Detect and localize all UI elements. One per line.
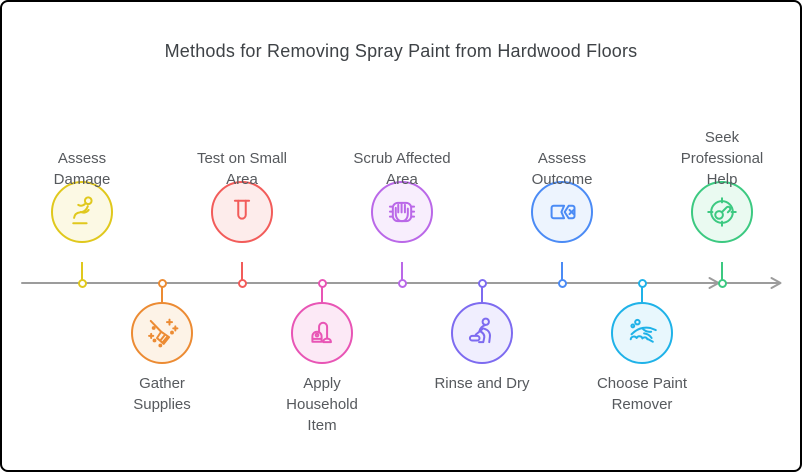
step-connector-stem xyxy=(641,283,643,303)
step-label-line: Help xyxy=(706,171,738,188)
broom-sweep-icon xyxy=(148,318,179,348)
step-label-gather-supplies: Gather Supplies xyxy=(82,373,242,415)
step-label-line: Item xyxy=(307,417,337,434)
target-gauge-icon xyxy=(707,197,737,227)
step-label-line: Area xyxy=(386,171,418,188)
step-connector-stem xyxy=(81,262,83,283)
step-circle-test-on-small-area xyxy=(211,181,273,243)
paint-splash-icon xyxy=(629,318,657,343)
test-tube-icon xyxy=(233,199,251,220)
step-label-line: Area xyxy=(226,171,258,188)
step-connector-stem xyxy=(401,262,403,283)
step-connector-stem xyxy=(481,283,483,303)
step-axis-dot xyxy=(477,278,487,288)
step-label-line: Scrub Affected xyxy=(353,150,451,167)
step-label-line: Supplies xyxy=(133,396,191,413)
step-label-line: Gather xyxy=(139,375,185,392)
step-axis-dot xyxy=(637,278,647,288)
step-circle-gather-supplies xyxy=(131,302,193,364)
step-circle-assess-damage xyxy=(51,181,113,243)
step-label-choose-paint-remover: Choose Paint Remover xyxy=(562,373,722,415)
step-label-line: Seek xyxy=(704,129,740,146)
slip-fall-icon xyxy=(72,196,93,225)
step-connector-stem xyxy=(721,262,723,283)
step-label-line: Household xyxy=(286,396,358,413)
step-circle-seek-professional-help xyxy=(691,181,753,243)
step-label-line: Assess xyxy=(57,150,107,167)
step-circle-rinse-and-dry xyxy=(451,302,513,364)
step-label-line: Remover xyxy=(611,396,673,413)
step-label-line: Damage xyxy=(53,171,111,188)
step-axis-dot xyxy=(77,278,87,288)
label-remove-icon xyxy=(550,204,576,220)
step-axis-dot xyxy=(557,278,567,288)
step-label-line: Rinse and Dry xyxy=(434,375,530,392)
step-label-seek-professional-help: Seek Professional Help xyxy=(642,127,800,190)
step-circle-assess-outcome xyxy=(531,181,593,243)
step-label-line: Assess xyxy=(537,150,587,167)
step-axis-dot xyxy=(317,278,327,288)
step-circle-apply-household-item xyxy=(291,302,353,364)
step-label-test-on-small-area: Test on Small Area xyxy=(162,148,322,190)
step-circle-scrub-affected-area xyxy=(371,181,433,243)
step-connector-stem xyxy=(561,262,563,283)
step-circle-choose-paint-remover xyxy=(611,302,673,364)
diagram-title: Methods for Removing Spray Paint from Ha… xyxy=(164,41,638,61)
step-axis-dot xyxy=(717,278,727,288)
step-axis-dot xyxy=(397,278,407,288)
step-label-scrub-affected-area: Scrub Affected Area xyxy=(322,148,482,190)
step-connector-stem xyxy=(321,283,323,303)
step-label-line: Choose Paint xyxy=(596,375,688,392)
scrub-hand-icon xyxy=(388,201,416,223)
timeline-end-arrowhead-icon xyxy=(770,277,782,289)
step-label-apply-household-item: Apply Household Item xyxy=(242,373,402,436)
step-label-line: Professional xyxy=(680,150,764,167)
step-connector-stem xyxy=(241,262,243,283)
step-label-assess-outcome: Assess Outcome xyxy=(482,148,642,190)
step-axis-dot xyxy=(157,278,167,288)
step-label-line: Outcome xyxy=(531,171,593,188)
step-label-rinse-and-dry: Rinse and Dry xyxy=(402,373,562,394)
step-label-assess-damage: Assess Damage xyxy=(2,148,162,190)
vacuum-cleaner-icon xyxy=(311,321,332,344)
step-label-line: Test on Small xyxy=(196,150,288,167)
step-connector-stem xyxy=(161,283,163,303)
mop-person-icon xyxy=(468,317,491,344)
step-axis-dot xyxy=(237,278,247,288)
step-label-line: Apply xyxy=(303,375,341,392)
